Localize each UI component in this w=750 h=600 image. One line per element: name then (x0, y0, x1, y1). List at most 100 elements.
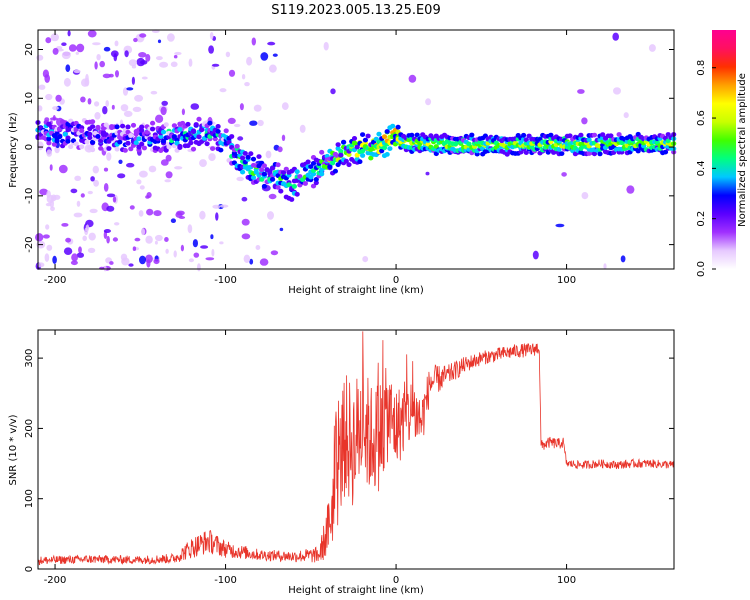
heatmap-cell (128, 146, 134, 152)
heatmap-cell (79, 128, 85, 134)
heatmap-cell (523, 137, 529, 143)
heatmap-cell (146, 259, 151, 268)
heatmap-cell (425, 98, 432, 106)
heatmap-cell (161, 100, 168, 106)
heatmap-cell (319, 171, 325, 177)
heatmap-cell (131, 76, 135, 85)
heatmap-cell (616, 132, 622, 137)
heatmap-cell (244, 82, 250, 87)
heatmap-cell (46, 244, 53, 251)
heatmap-cell (188, 58, 193, 67)
snr-y-label: SNR (10 * v/v) (8, 414, 19, 485)
heatmap-cell (114, 124, 120, 130)
heatmap-cell (150, 126, 156, 132)
heatmap-cell (251, 37, 256, 46)
heatmap-cell (175, 211, 183, 218)
heatmap-cell (155, 234, 163, 242)
snr-x-ticks: -200 -100 0 100 (44, 330, 576, 586)
heatmap-cell (125, 140, 131, 146)
heatmap-cell (71, 253, 78, 262)
heatmap-cell (144, 129, 150, 135)
heatmap-cell (330, 88, 336, 95)
heatmap-cell (253, 104, 262, 112)
heatmap-cell (360, 132, 366, 138)
heatmap-cell (37, 105, 43, 112)
heatmap-cell (171, 134, 177, 139)
heatmap-cell (84, 77, 90, 87)
heatmap-cell (44, 253, 50, 262)
colorbar-tick-label: 0.8 (696, 60, 707, 76)
heatmap-cell (260, 52, 269, 61)
heatmap-cell (165, 171, 173, 179)
heatmap-cell (94, 61, 98, 70)
snr-frame (37, 329, 675, 570)
y-tick-label: 10 (24, 92, 35, 105)
heatmap-cell (136, 136, 142, 142)
heatmap-cell (249, 258, 254, 265)
heatmap-cell (120, 123, 126, 129)
heatmap-cell (67, 30, 71, 37)
heatmap-cell (190, 146, 197, 152)
heatmap-cell (242, 151, 248, 156)
heatmap-cell (346, 152, 352, 158)
figure-title: S119.2023.005.13.25.E09 (271, 3, 440, 18)
x-tick-label: -100 (214, 575, 237, 586)
heatmap-cell (111, 104, 115, 110)
heatmap-cell (46, 136, 52, 142)
heatmap-cell (338, 149, 344, 154)
heatmap-cell (261, 171, 267, 177)
heatmap-cell (105, 100, 109, 107)
heatmap-cell (241, 218, 250, 226)
heatmap-cell (61, 42, 67, 46)
heatmap-cell (207, 120, 213, 126)
heatmap-cell (88, 232, 96, 241)
heatmap-cell (153, 258, 160, 265)
heatmap-cell (109, 261, 114, 265)
heatmap-cell (188, 258, 194, 263)
heatmap-cell (87, 135, 93, 141)
heatmap-cell (139, 128, 145, 133)
heatmap-cell (53, 194, 61, 200)
heatmap-cell (267, 41, 276, 46)
heatmap-cell (61, 223, 69, 227)
spectrogram-heatmap (35, 29, 677, 272)
heatmap-cell (409, 132, 415, 138)
heatmap-cell (265, 150, 272, 159)
heatmap-cell (129, 205, 135, 210)
heatmap-cell (270, 177, 276, 182)
heatmap-cell (140, 60, 148, 65)
heatmap-cell (73, 212, 83, 218)
heatmap-cell (52, 106, 59, 111)
heatmap-cell (174, 166, 183, 170)
heatmap-cell (248, 151, 254, 157)
heatmap-cell (62, 131, 68, 137)
heatmap-cell (310, 171, 317, 177)
heatmap-cell (170, 218, 176, 223)
heatmap-cell (177, 126, 183, 132)
heatmap-cell (196, 134, 202, 140)
y-tick-label: 0 (24, 144, 35, 150)
heatmap-cell (591, 132, 598, 138)
heatmap-cell (165, 248, 169, 254)
heatmap-cell (521, 132, 527, 138)
colorbar-tick-label: 0.2 (696, 211, 707, 227)
heatmap-cell (65, 138, 71, 144)
heatmap-cell (158, 134, 164, 140)
heatmap-cell (335, 142, 341, 148)
heatmap-cell (68, 44, 77, 52)
heatmap-cell (139, 185, 145, 190)
heatmap-cell (332, 168, 338, 174)
heatmap-cell (124, 50, 129, 58)
heatmap-cell (74, 175, 82, 181)
heatmap-cell (196, 116, 202, 122)
heatmap-cell (87, 131, 93, 137)
heatmap-cell (299, 124, 306, 133)
heatmap-cell (39, 188, 49, 196)
heatmap-cell (94, 112, 101, 120)
colorbar-tick-label: 0.4 (696, 160, 707, 176)
heatmap-cell (106, 193, 116, 198)
heatmap-cell (275, 185, 281, 190)
heatmap-cell (46, 149, 53, 157)
heatmap-cell (87, 247, 96, 253)
heatmap-cell (239, 103, 244, 111)
